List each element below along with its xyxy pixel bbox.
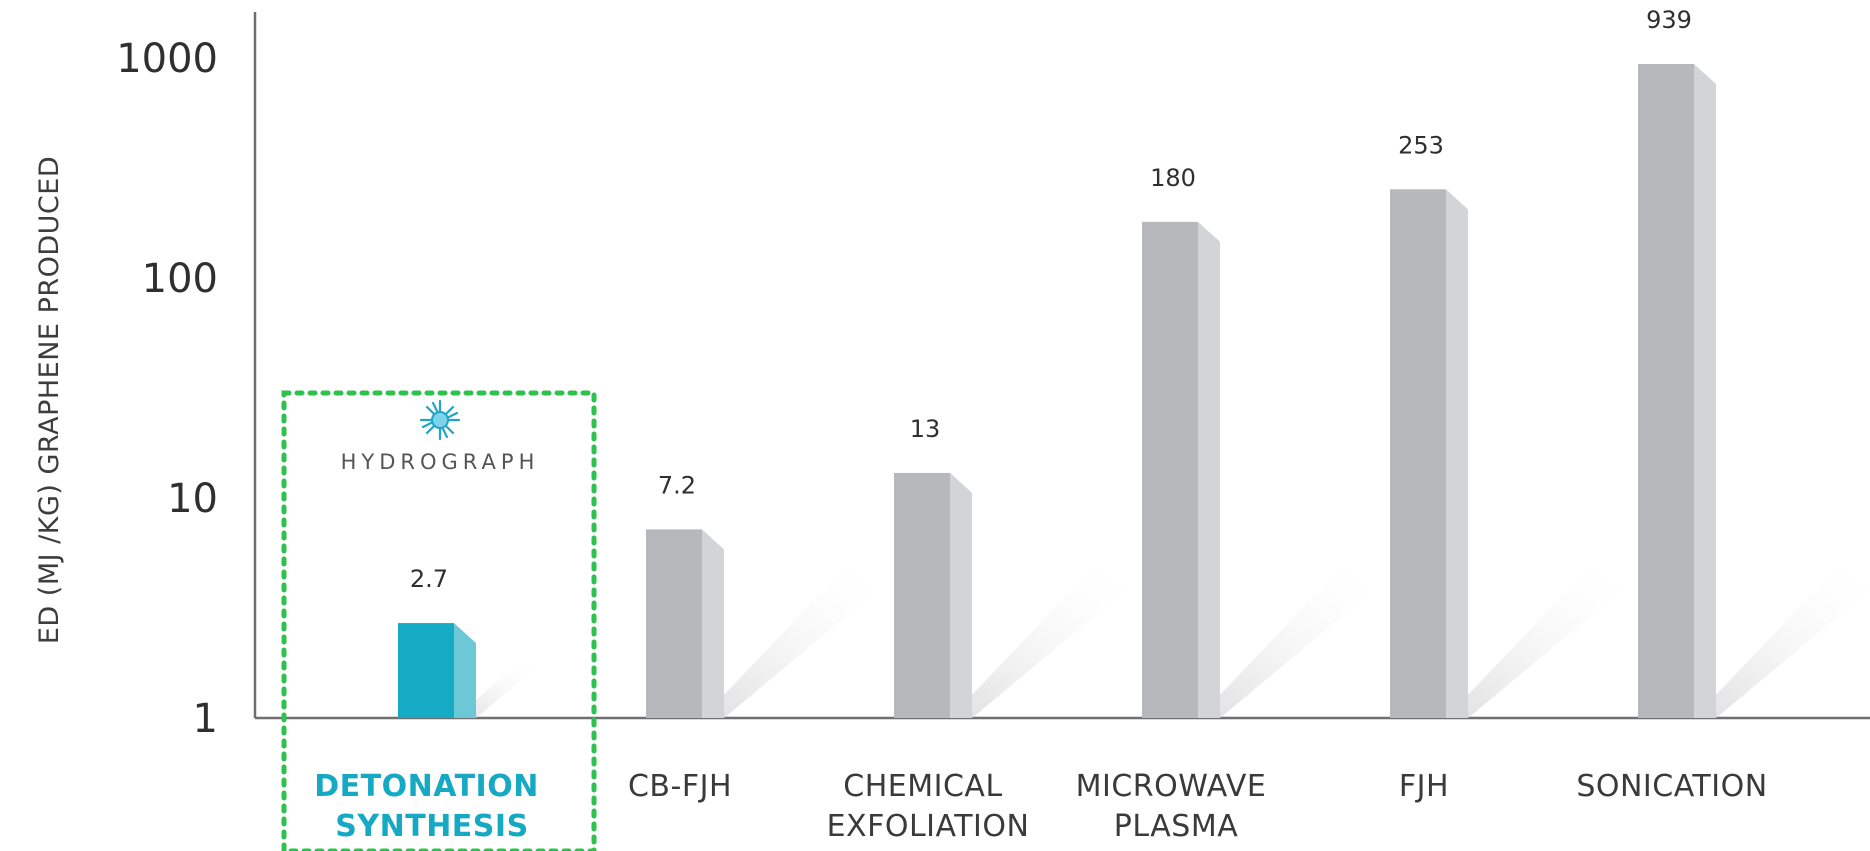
y-tick-label: 1000 (116, 36, 218, 82)
category-label: CB-FJH (628, 769, 732, 804)
bar-shadow (702, 573, 898, 718)
y-tick-labels: 1 10 100 1000 (116, 36, 218, 742)
hydrograph-logo: HYDROGRAPH (341, 399, 540, 474)
bar-side (454, 623, 476, 718)
bar-shadows (454, 573, 1870, 718)
y-axis-label: ED (MJ /KG) GRAPHENE PRODUCED (34, 156, 65, 644)
bar-side (1446, 189, 1468, 719)
value-label: 180 (1150, 164, 1196, 192)
category-labels: DETONATION SYNTHESIS CB-FJH CHEMICAL EXF… (314, 769, 1767, 844)
y-tick-label: 1 (193, 696, 218, 742)
value-label: 253 (1398, 131, 1444, 159)
bar-side (1198, 221, 1220, 719)
value-label: 939 (1646, 6, 1692, 34)
bar (646, 529, 724, 718)
y-tick-label: 10 (167, 476, 218, 522)
highlight-box (281, 390, 597, 851)
bar (1142, 221, 1220, 719)
value-labels: 2.7 7.2 13 180 253 939 (410, 6, 1692, 593)
bar-shadow (1446, 573, 1642, 718)
category-label: CHEMICAL EXFOLIATION (827, 769, 1030, 844)
bar-front (894, 472, 950, 718)
bar-side (1694, 64, 1716, 719)
bar-shadow (1198, 573, 1394, 718)
bars (398, 64, 1716, 719)
value-label: 2.7 (410, 565, 448, 593)
bar-front (1390, 189, 1446, 719)
value-label: 13 (910, 415, 941, 443)
value-label: 7.2 (658, 471, 696, 499)
bar-side (950, 472, 972, 718)
bar-front (1638, 64, 1694, 719)
bar (1390, 189, 1468, 719)
bar-front (1142, 221, 1198, 719)
bar (894, 472, 972, 718)
category-label: MICROWAVE PLASMA (1076, 769, 1277, 844)
category-label: FJH (1399, 769, 1449, 804)
bar-front (398, 623, 454, 718)
logo-text: HYDROGRAPH (341, 450, 540, 474)
category-label: DETONATION SYNTHESIS (314, 769, 550, 844)
y-tick-label: 100 (142, 256, 218, 302)
bar-shadow (1694, 573, 1870, 718)
category-label: SONICATION (1576, 769, 1767, 804)
bar-shadow (950, 573, 1146, 718)
bar-front (646, 529, 702, 718)
bar-highlight (398, 623, 476, 718)
bar-side (702, 529, 724, 718)
starburst-logo-icon (419, 399, 461, 441)
bar (1638, 64, 1716, 719)
